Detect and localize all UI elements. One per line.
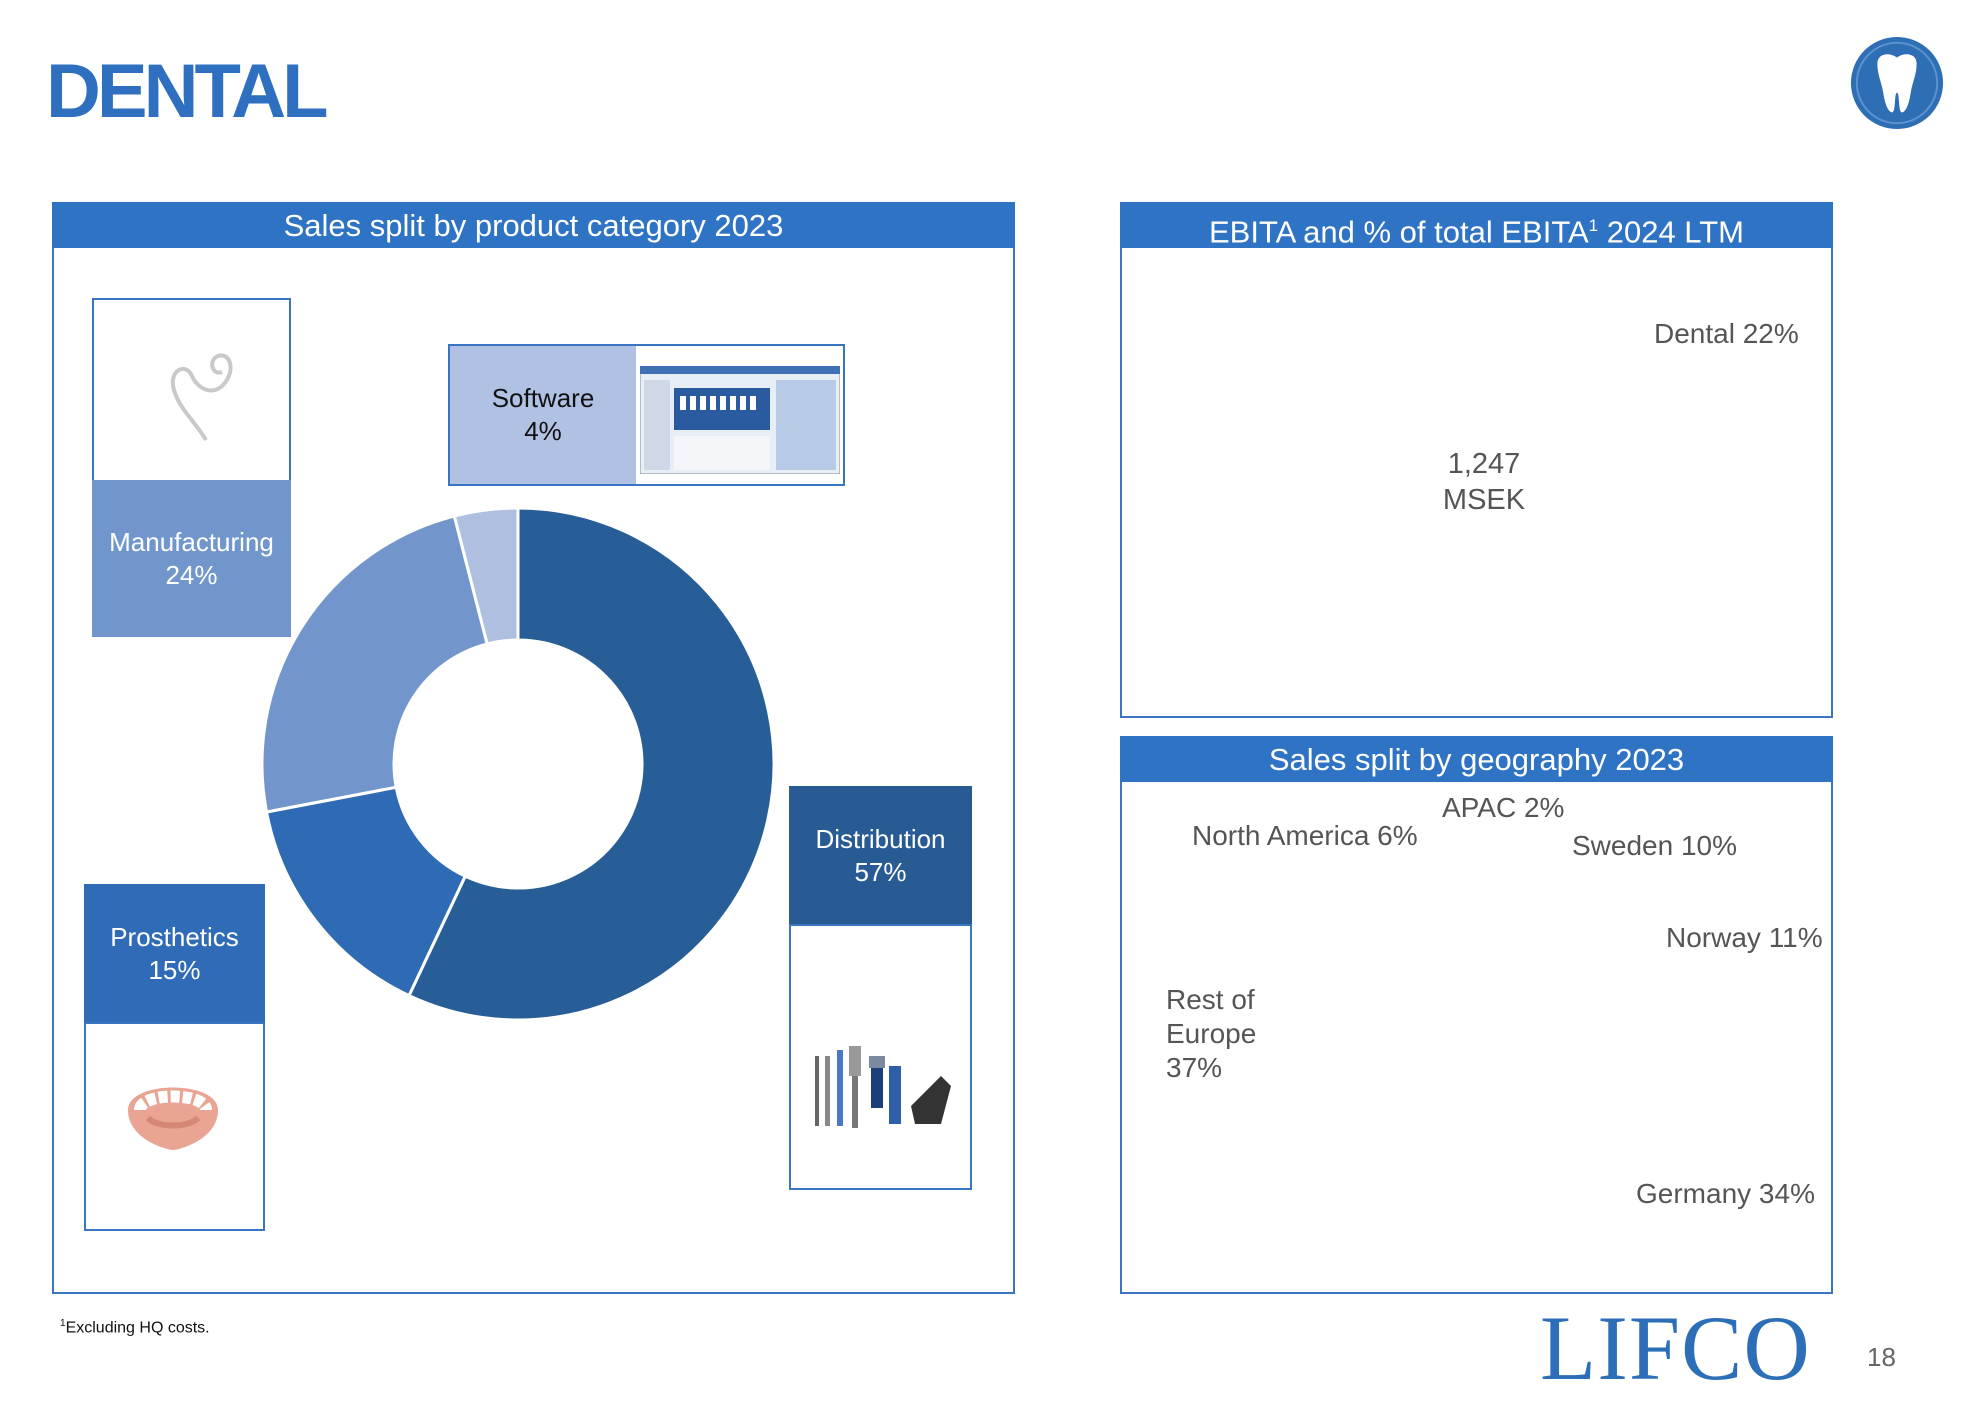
footnote-marker: 1: [60, 1318, 66, 1329]
manufacturing-image: [92, 298, 291, 482]
lifco-logo: LIFCO: [1540, 1297, 1811, 1399]
geo-label-rest-of-europe-2: Europe: [1166, 1018, 1257, 1049]
distribution-name: Distribution: [815, 824, 946, 854]
software-box: Software 4%: [448, 344, 845, 486]
tooth-icon: [1850, 36, 1944, 130]
software-screenshot-icon: [640, 366, 840, 474]
manufacturing-label-box: Manufacturing 24%: [92, 480, 291, 637]
footnote: 1Excluding HQ costs.: [60, 1318, 210, 1337]
page-number: 18: [1867, 1342, 1896, 1372]
software-name: Software: [491, 383, 595, 413]
geo-label-rest-of-europe-3: 37%: [1166, 1052, 1223, 1083]
ebita-center-value: 1,247: [1447, 448, 1521, 480]
ebita-center-unit: MSEK: [1442, 484, 1526, 516]
geo-label-germany: Germany 34%: [1636, 1178, 1815, 1209]
ebita-panel: EBITA and % of total EBITA1 2024 LTM: [1120, 202, 1833, 718]
dental-instruments-icon: [815, 1046, 951, 1128]
product-panel-title: Sales split by product category 2023: [52, 202, 1015, 248]
geography-panel: Sales split by geography 2023: [1120, 736, 1833, 1294]
geo-label-apac: APAC 2%: [1442, 792, 1565, 823]
geo-label-sweden: Sweden 10%: [1572, 830, 1738, 861]
software-label-box: Software 4%: [450, 346, 636, 484]
product-donut: [260, 506, 776, 1022]
prosthetics-image: [84, 1022, 265, 1231]
product-slice-software: [452, 506, 520, 646]
page-title: DENTAL: [46, 49, 329, 134]
distribution-pct: 57%: [854, 857, 907, 887]
manufacturing-name: Manufacturing: [109, 526, 274, 557]
footnote-text: Excluding HQ costs.: [65, 1319, 210, 1337]
ebita-title-footnote-ref: 1: [1588, 216, 1599, 235]
ebita-panel-title: EBITA and % of total EBITA1 2024 LTM: [1120, 202, 1833, 250]
distribution-image: [789, 924, 972, 1190]
prosthetics-pct: 15%: [148, 955, 201, 985]
prosthetics-name: Prosthetics: [110, 922, 239, 952]
ebita-title-main: EBITA and % of total EBITA: [1208, 214, 1589, 250]
geo-label-north-america: North America 6%: [1192, 820, 1418, 851]
geo-label-rest-of-europe-1: Rest of: [1166, 984, 1255, 1015]
wire-icon: [170, 353, 233, 442]
denture-icon: [128, 1087, 218, 1150]
prosthetics-label-box: Prosthetics 15%: [84, 884, 265, 1024]
ebita-title-period: 2024 LTM: [1598, 214, 1744, 250]
product-slice-distribution: [407, 506, 776, 1022]
product-slice-manufacturing: [260, 514, 489, 814]
geo-panel-title: Sales split by geography 2023: [1120, 736, 1833, 782]
distribution-label-box: Distribution 57%: [789, 786, 972, 926]
software-pct: 4%: [524, 416, 562, 446]
geo-label-norway: Norway 11%: [1666, 922, 1823, 953]
product-slice-prosthetics: [264, 785, 468, 998]
manufacturing-pct: 24%: [165, 559, 218, 590]
ebita-dental-label: Dental 22%: [1654, 318, 1799, 349]
